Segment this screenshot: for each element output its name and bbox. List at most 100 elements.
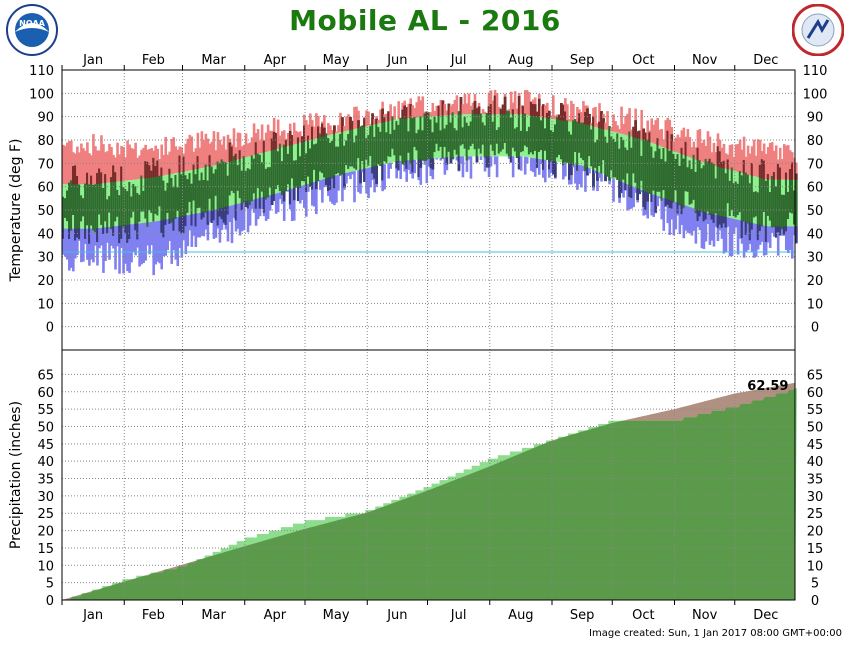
above-normal-bar [750,146,754,176]
above-normal-bar [126,140,129,181]
above-normal-bar [708,136,712,165]
below-normal-bar [72,228,75,272]
above-normal-bar [756,139,760,178]
actual-range-bar [212,173,216,221]
actual-range-bar [92,184,95,231]
cold-anomaly-bar [202,212,206,218]
actual-range-bar [66,190,69,222]
below-normal-bar [180,216,184,258]
warm-anomaly-bar [718,151,722,168]
cold-anomaly-bar [74,228,77,241]
warm-anomaly-bar [409,104,413,119]
below-normal-bar [469,156,473,179]
below-normal-bar [395,161,398,179]
below-normal-bar [728,217,732,257]
actual-range-bar [511,109,515,148]
above-normal-bar [467,93,471,115]
cold-anomaly-bar [246,201,250,209]
nws-logo [792,4,844,56]
below-normal-bar [523,156,527,175]
warm-anomaly-bar [584,112,587,125]
cold-anomaly-bar [664,198,668,207]
warm-anomaly-bar [228,142,232,162]
below-normal-bar [242,202,246,231]
above-normal-bar [66,142,69,185]
warm-anomaly-bar [560,103,563,121]
below-normal-bar [94,228,97,246]
above-normal-bar [706,131,710,164]
above-normal-bar [461,104,465,115]
actual-range-bar [690,169,694,204]
temp-tick-left: 60 [37,181,54,196]
below-normal-bar [489,156,493,167]
warm-anomaly-bar [341,117,344,132]
actual-range-bar [584,112,587,172]
below-normal-bar [658,196,662,199]
actual-range-bar [357,120,360,159]
below-normal-bar [387,163,390,179]
below-normal-bar [572,164,575,168]
actual-range-bar [788,169,792,213]
actual-range-bar [391,116,394,149]
above-normal-bar [676,134,680,153]
above-normal-bar [194,148,198,170]
below-normal-bar [238,203,242,236]
actual-range-bar [778,167,782,236]
cold-anomaly-bar [292,188,296,201]
below-normal-bar [108,226,111,260]
actual-range-bar [469,121,473,147]
cold-anomaly-bar [270,194,274,205]
above-normal-bar [672,141,676,152]
month-label-bottom: Jul [450,608,467,623]
actual-range-bar [531,103,535,155]
actual-range-bar [776,163,780,233]
above-normal-bar [652,124,656,144]
warm-anomaly-bar [72,166,75,185]
above-normal-bar [628,108,631,136]
below-normal-bar [96,228,99,266]
actual-range-bar [383,117,386,162]
below-normal-bar [150,222,153,246]
cold-anomaly-bar [431,158,435,170]
above-normal-bar [582,101,585,124]
above-normal-bar [764,153,768,180]
actual-range-bar [345,140,348,166]
actual-range-bar [638,130,641,195]
warm-anomaly-bar [642,128,645,140]
cold-anomaly-bar [88,228,91,244]
cold-anomaly-bar [554,161,557,178]
below-normal-bar [154,221,157,265]
below-normal-bar [204,211,208,230]
actual-range-bar [264,168,268,200]
actual-range-bar [521,105,525,152]
warm-anomaly-bar [323,127,326,137]
temp-tick-right: 60 [807,181,824,196]
above-normal-bar [660,128,664,147]
above-normal-bar [140,149,143,179]
below-normal-bar [758,224,762,245]
cold-anomaly-bar [371,166,374,174]
below-normal-bar [132,224,135,252]
above-normal-bar [465,103,469,115]
warm-anomaly-bar [98,168,101,184]
warm-anomaly-bar [784,172,788,180]
warm-anomaly-bar [120,166,123,182]
below-normal-bar [218,208,222,243]
actual-range-bar [590,129,593,167]
above-normal-bar [130,148,133,181]
cold-anomaly-bar [224,207,228,225]
actual-range-bar [401,109,404,165]
actual-range-bar [547,110,551,170]
actual-range-bar [692,154,696,200]
cold-anomaly-bar [778,226,782,236]
warm-anomaly-bar [238,150,242,159]
actual-range-bar [64,198,67,218]
actual-range-bar [433,116,437,153]
warm-anomaly-bar [545,112,549,119]
above-normal-bar [564,98,567,121]
above-normal-bar [373,119,376,125]
actual-range-bar [423,113,427,162]
above-normal-bar [162,154,166,176]
